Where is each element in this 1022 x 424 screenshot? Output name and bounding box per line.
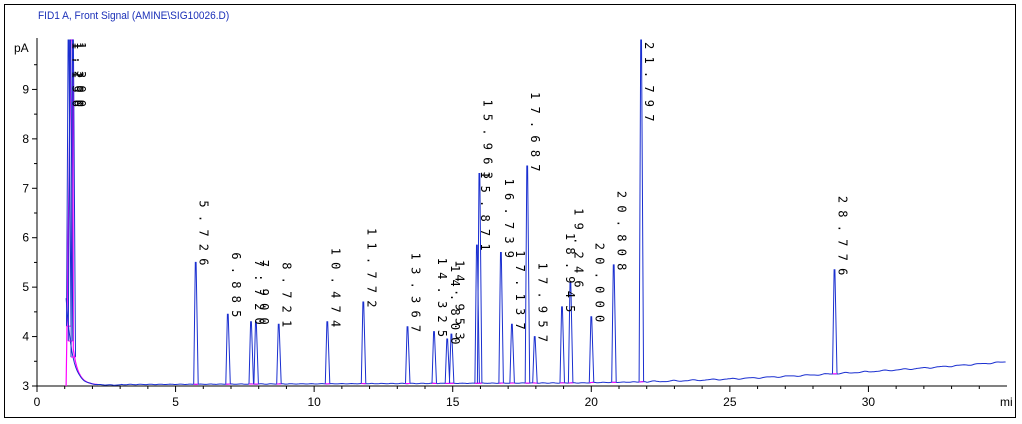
peak-17.687: [524, 165, 531, 384]
peak-19.246: [567, 281, 574, 383]
peak-label-15.963: 1 5 . 9 6 3: [480, 99, 494, 178]
peak-label-6.885: 6 . 8 8 5: [229, 252, 243, 317]
peak-11.772: [360, 301, 367, 384]
x-tick-label: 30: [862, 395, 876, 409]
peak-20.808: [611, 264, 617, 383]
peak-label-13.367: 1 3 . 3 6 7: [408, 253, 422, 332]
x-axis-unit: mi: [1000, 395, 1013, 409]
axes: 3 4 5 6 7 8 9 pA 0 5 10 15 20 25 30 mi: [14, 38, 1013, 409]
peak-label-11.772: 1 1 . 7 7 2: [364, 228, 378, 307]
peak-20.000: [588, 316, 595, 383]
peak-21.797: [638, 39, 645, 382]
peak-label-5.726: 5 . 7 2 6: [197, 200, 211, 265]
peak-10.474: [324, 321, 331, 384]
x-tick-label: 10: [307, 395, 321, 409]
peak-8.721: [276, 323, 282, 385]
y-tick-label: 6: [22, 231, 29, 245]
peak-18.945: [559, 306, 565, 383]
peak-label-17.957: 1 7 . 9 5 7: [536, 263, 550, 342]
peak-label-14.325: 1 4 . 3 2 5: [435, 258, 449, 337]
peak-14.325: [431, 331, 437, 384]
chromatogram-frame: [4, 4, 1016, 418]
peak-7.720: [248, 321, 254, 385]
x-tick-label: 15: [446, 395, 460, 409]
peak-label-17.687: 1 7 . 6 8 7: [528, 92, 542, 171]
x-tick-label: 0: [34, 395, 41, 409]
x-tick-label: 25: [723, 395, 737, 409]
peak-7.900: [253, 321, 259, 385]
peak-label-1.300: 1 . 3 0 0: [74, 42, 88, 107]
peak-15.963: [476, 173, 483, 384]
y-axis-unit: pA: [14, 41, 29, 55]
peak-label-1.136: 1 . 1 3 6: [69, 42, 83, 107]
chart-title: FID1 A, Front Signal (AMINE\SIG10026.D): [38, 10, 230, 22]
peak-label-7.900: 7 . 9 0 0: [257, 260, 271, 325]
peak-label-16.739: 1 6 . 7 3 9: [502, 179, 516, 258]
peak-label-20.000: 2 0 . 0 0 0: [592, 243, 606, 322]
peak-label-8.721: 8 . 7 2 1: [280, 262, 294, 327]
y-tick-label: 5: [22, 280, 29, 294]
peak-label-14.953: 1 4 . 9 5 3: [452, 260, 466, 339]
peak-labels: 1 . 1 3 61 . 2 0 01 . 3 0 0 5 . 7 2 6 6 . …: [69, 42, 849, 345]
peak-label-1.200: 1 . 2 0 0: [71, 42, 85, 107]
peak-label-10.474: 1 0 . 4 7 4: [328, 248, 342, 327]
peak-17.137: [509, 323, 515, 384]
y-tick-label: 7: [22, 181, 29, 195]
peak-13.367: [405, 326, 411, 384]
peak-14.953: [448, 333, 455, 384]
peak-label-21.797: 2 1 . 7 9 7: [642, 42, 656, 121]
y-tick-label: 4: [22, 330, 29, 344]
y-tick-label: 3: [22, 379, 29, 393]
peak-label-18.945: 1 8 . 9 4 5: [563, 233, 577, 312]
peak-label-14.800: 1 4 . 8 0 0: [448, 265, 462, 344]
peak-28.776: [832, 269, 838, 374]
peak-17.957: [532, 336, 538, 384]
peak-label-19.246: 1 9 . 2 4 6: [571, 208, 585, 287]
x-tick-label: 20: [585, 395, 599, 409]
peak-1.300: [70, 39, 76, 358]
peak-16.739: [498, 252, 504, 384]
peak-label-17.137: 1 7 . 1 3 7: [513, 250, 527, 329]
peak-6.885: [225, 313, 231, 385]
y-tick-label: 8: [22, 132, 29, 146]
peak-label-7.720: 7 . 7 2 0: [252, 260, 266, 325]
peak-1.136: [66, 39, 72, 327]
peak-label-20.808: 2 0 . 8 0 8: [615, 191, 629, 270]
peak-label-15.871: 1 5 . 8 7 1: [478, 171, 492, 250]
x-tick-label: 5: [172, 395, 179, 409]
signal-layer: [65, 39, 1006, 387]
peak-label-28.776: 2 8 . 7 7 6: [836, 196, 850, 275]
peak-14.800: [444, 338, 451, 384]
peak-5.726: [193, 261, 199, 385]
y-tick-label: 9: [22, 82, 29, 96]
